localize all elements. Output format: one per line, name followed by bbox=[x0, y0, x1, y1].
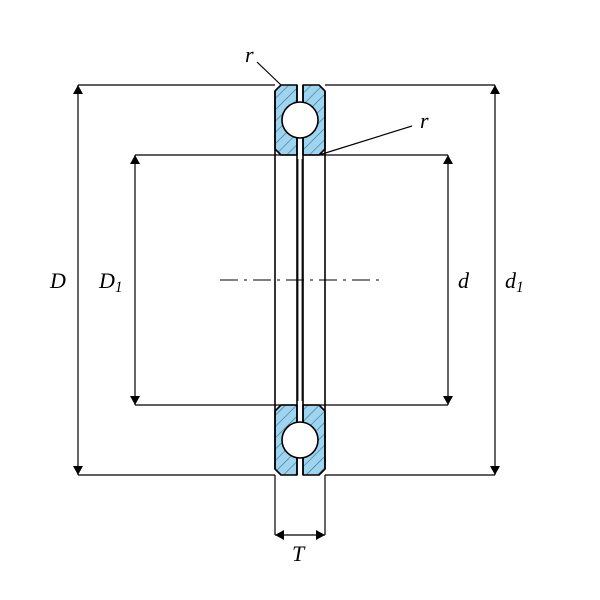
dim-label: r bbox=[420, 108, 429, 134]
dim-label: D bbox=[50, 268, 66, 294]
dim-label: r bbox=[245, 42, 254, 68]
dim-label: d bbox=[458, 268, 469, 294]
bearing-diagram: D D1 d d1 Tr r bbox=[0, 0, 600, 600]
dim-label: d1 bbox=[505, 268, 524, 294]
dim-label: D1 bbox=[99, 268, 123, 294]
dim-label: T bbox=[292, 541, 304, 567]
